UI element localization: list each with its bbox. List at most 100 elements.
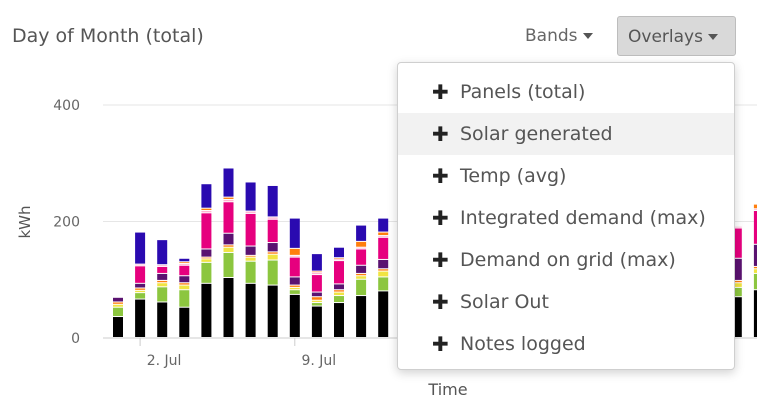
bar-segment[interactable] (157, 240, 168, 265)
bar-segment[interactable] (179, 262, 190, 264)
bar-segment[interactable] (753, 266, 757, 269)
bar-segment[interactable] (223, 233, 234, 245)
bar-segment[interactable] (157, 265, 168, 266)
bar-segment[interactable] (179, 307, 190, 337)
bar-segment[interactable] (113, 307, 123, 317)
bar-segment[interactable] (289, 285, 300, 287)
bar-segment[interactable] (245, 213, 256, 246)
bar-segment[interactable] (356, 265, 367, 273)
bar-segment[interactable] (731, 280, 742, 283)
bar-segment[interactable] (223, 197, 234, 199)
bar-segment[interactable] (334, 258, 344, 259)
bar-segment[interactable] (157, 280, 168, 283)
bar-segment[interactable] (267, 185, 278, 217)
bar-segment[interactable] (223, 202, 234, 233)
bar-segment[interactable] (201, 262, 212, 283)
bar-segment[interactable] (245, 246, 256, 255)
bands-dropdown-button[interactable]: Bands (515, 16, 605, 56)
overlays-dropdown-button[interactable]: Overlays (617, 16, 736, 56)
bar-segment[interactable] (113, 297, 123, 302)
bar-segment[interactable] (245, 182, 256, 211)
bar-segment[interactable] (334, 303, 344, 337)
bar-segment[interactable] (201, 184, 212, 208)
overlay-menu-item[interactable]: ✚ Panels (total) (398, 71, 734, 113)
bar-segment[interactable] (223, 168, 234, 197)
bar-segment[interactable] (753, 269, 757, 273)
bar-segment[interactable] (731, 297, 742, 337)
bar-segment[interactable] (378, 237, 389, 259)
bar-segment[interactable] (201, 283, 212, 337)
bar-segment[interactable] (356, 249, 367, 265)
bar-segment[interactable] (378, 259, 389, 269)
bar-segment[interactable] (157, 273, 168, 280)
bar-segment[interactable] (731, 258, 742, 280)
bar-segment[interactable] (311, 306, 322, 337)
bar-segment[interactable] (135, 293, 146, 299)
bar-segment[interactable] (267, 252, 278, 254)
bar-segment[interactable] (356, 279, 367, 296)
bar-segment[interactable] (223, 199, 234, 202)
bar-segment[interactable] (267, 217, 278, 219)
bar-segment[interactable] (157, 266, 168, 273)
bar-segment[interactable] (289, 290, 300, 294)
bar-segment[interactable] (378, 277, 389, 291)
bar-segment[interactable] (223, 245, 234, 247)
bar-segment[interactable] (311, 303, 322, 306)
bar-segment[interactable] (157, 283, 168, 287)
bar-segment[interactable] (245, 257, 256, 261)
bar-segment[interactable] (135, 232, 146, 264)
bar-segment[interactable] (311, 254, 322, 271)
bar-segment[interactable] (289, 287, 300, 290)
bar-segment[interactable] (201, 213, 212, 249)
bar-segment[interactable] (179, 265, 190, 276)
bar-segment[interactable] (135, 288, 146, 290)
overlay-menu-item[interactable]: ✚ Notes logged (398, 323, 734, 365)
bar-segment[interactable] (356, 225, 367, 241)
bar-segment[interactable] (179, 290, 190, 307)
bar-segment[interactable] (753, 211, 757, 244)
bar-segment[interactable] (289, 255, 300, 257)
bar-segment[interactable] (334, 290, 344, 292)
bar-segment[interactable] (201, 211, 212, 213)
bar-segment[interactable] (245, 211, 256, 213)
bar-segment[interactable] (311, 271, 322, 273)
bar-segment[interactable] (157, 287, 168, 302)
bar-segment[interactable] (753, 209, 757, 211)
bar-segment[interactable] (223, 247, 234, 252)
bar-segment[interactable] (378, 271, 389, 277)
bar-segment[interactable] (378, 232, 389, 236)
bar-segment[interactable] (334, 247, 344, 258)
bar-segment[interactable] (378, 269, 389, 271)
bar-segment[interactable] (267, 243, 278, 252)
bar-segment[interactable] (289, 257, 300, 277)
bar-segment[interactable] (135, 266, 146, 283)
bar-segment[interactable] (378, 218, 389, 232)
bar-segment[interactable] (201, 259, 212, 262)
bar-segment[interactable] (311, 272, 322, 275)
bar-segment[interactable] (245, 255, 256, 257)
bar-segment[interactable] (334, 261, 344, 284)
bar-segment[interactable] (113, 317, 123, 337)
bar-segment[interactable] (267, 285, 278, 337)
bar-segment[interactable] (731, 283, 742, 287)
bar-segment[interactable] (356, 296, 367, 337)
bar-segment[interactable] (179, 283, 190, 285)
bar-segment[interactable] (356, 241, 367, 247)
bar-segment[interactable] (334, 284, 344, 290)
overlay-menu-item[interactable]: ✚ Integrated demand (max) (398, 197, 734, 239)
bar-segment[interactable] (201, 208, 212, 211)
bar-segment[interactable] (378, 291, 389, 337)
bar-segment[interactable] (267, 219, 278, 243)
bar-segment[interactable] (223, 252, 234, 278)
bar-segment[interactable] (356, 247, 367, 249)
bar-segment[interactable] (334, 296, 344, 303)
bar-segment[interactable] (179, 258, 190, 262)
bar-segment[interactable] (113, 302, 123, 304)
bar-segment[interactable] (179, 285, 190, 290)
bar-segment[interactable] (356, 276, 367, 279)
bar-segment[interactable] (753, 290, 757, 337)
bar-segment[interactable] (311, 292, 322, 297)
bar-segment[interactable] (731, 287, 742, 297)
bar-segment[interactable] (731, 226, 742, 228)
bar-segment[interactable] (245, 283, 256, 337)
